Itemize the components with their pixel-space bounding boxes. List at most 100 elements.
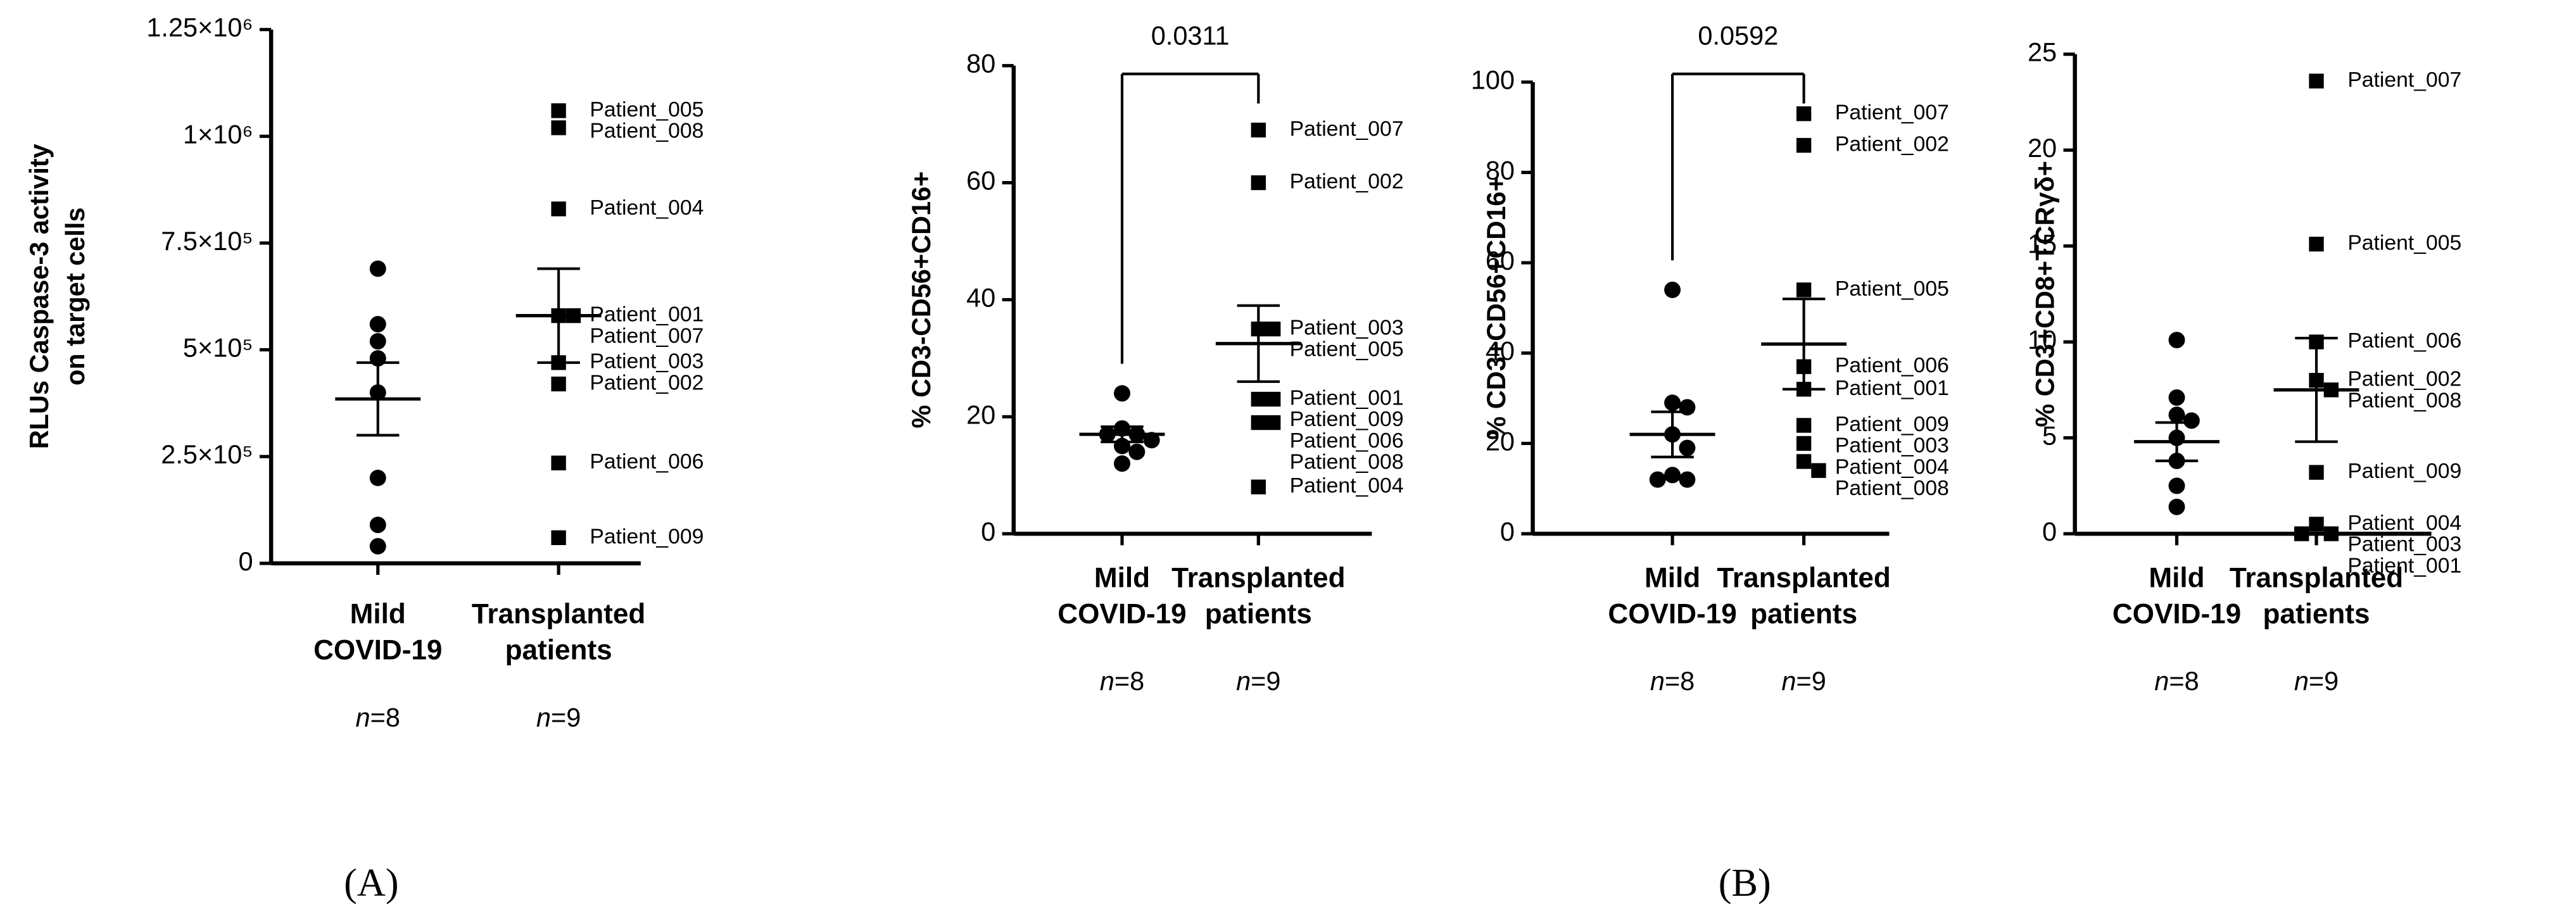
- point-label: Patient_001: [1290, 386, 1404, 410]
- x-tick-label: Transplanted: [2230, 562, 2403, 593]
- point-label: Patient_007: [1835, 101, 1949, 125]
- n-label: n=9: [2294, 666, 2339, 696]
- point-label: Patient_004: [2347, 511, 2461, 535]
- point-label: Patient_008: [1835, 476, 1949, 500]
- point-label: Patient_004: [1290, 474, 1404, 498]
- data-point: [2168, 332, 2185, 349]
- data-point: [2309, 517, 2324, 532]
- point-label: Patient_009: [590, 524, 704, 548]
- y-tick-label: 20: [966, 399, 995, 429]
- y-tick-label: 20: [2028, 133, 2057, 163]
- point-label: Patient_008: [590, 118, 704, 142]
- x-tick-label: patients: [505, 635, 612, 666]
- data-point: [369, 333, 386, 350]
- x-tick-label: Mild: [2149, 562, 2204, 593]
- point-label: Patient_005: [1835, 277, 1949, 301]
- point-label: Patient_006: [2347, 329, 2461, 353]
- point-label: Patient_007: [2347, 68, 2461, 92]
- y-tick-label: 0: [1500, 517, 1515, 546]
- data-point: [1265, 391, 1281, 407]
- x-tick-label: patients: [1205, 599, 1312, 630]
- data-point: [369, 517, 386, 534]
- y-tick-label: 40: [1486, 336, 1515, 366]
- point-label: Patient_002: [1290, 170, 1404, 194]
- n-label: n=8: [356, 702, 400, 732]
- data-point: [1649, 471, 1666, 488]
- y-tick-label: 0: [981, 517, 995, 546]
- data-point: [2183, 412, 2200, 429]
- data-point: [2168, 498, 2185, 515]
- data-point: [1796, 418, 1812, 433]
- y-tick-label: 5: [2042, 421, 2057, 451]
- data-point: [2323, 526, 2339, 541]
- x-tick-label: Transplanted: [1171, 562, 1345, 593]
- data-point: [1251, 415, 1266, 430]
- point-label: Patient_009: [2347, 459, 2461, 483]
- x-tick-label: patients: [2263, 599, 2370, 630]
- data-point: [369, 316, 386, 333]
- y-tick-label: 20: [1486, 426, 1515, 456]
- data-point: [2168, 406, 2185, 424]
- y-axis-label: % CD3+CD8+TCRγδ+: [2030, 161, 2060, 427]
- x-tick-label: Transplanted: [1717, 562, 1890, 593]
- point-label: Patient_005: [590, 97, 704, 122]
- y-axis-label: % CD3+CD56+CD16+: [1481, 176, 1511, 439]
- data-point: [1251, 479, 1266, 494]
- data-point: [1251, 391, 1266, 407]
- point-label: Patient_009: [1835, 412, 1949, 436]
- x-tick-label: Mild: [350, 599, 406, 630]
- data-point: [1251, 175, 1266, 191]
- point-label: Patient_006: [1835, 353, 1949, 377]
- data-point: [2309, 465, 2324, 480]
- point-label: Patient_003: [1290, 316, 1404, 340]
- data-point: [1664, 281, 1681, 298]
- y-tick-label: 25: [2028, 37, 2057, 67]
- data-point: [1679, 471, 1696, 488]
- point-label: Patient_004: [1835, 455, 1949, 479]
- point-label: Patient_007: [1290, 116, 1404, 141]
- y-tick-label: 1×10⁶: [183, 119, 253, 149]
- y-axis-label: RLUs Caspase-3 activity: [24, 144, 54, 449]
- point-label: Patient_008: [2347, 388, 2461, 412]
- significance-label: 0.0592: [1698, 21, 1778, 51]
- n-label: n=9: [536, 702, 581, 732]
- x-tick-label: Mild: [1094, 562, 1150, 593]
- point-label: Patient_002: [2347, 367, 2461, 391]
- point-label: Patient_001: [590, 303, 704, 327]
- y-tick-label: 0: [238, 546, 253, 576]
- data-point: [551, 455, 566, 471]
- data-point: [1679, 439, 1696, 456]
- point-label: Patient_002: [1835, 132, 1949, 156]
- data-point: [1251, 122, 1266, 138]
- data-point: [1128, 443, 1146, 460]
- point-label: Patient_001: [1835, 376, 1949, 400]
- y-tick-label: 5×10⁵: [183, 333, 253, 363]
- significance-label: 0.0311: [1151, 21, 1230, 51]
- data-point: [369, 469, 386, 486]
- y-tick-label: 80: [966, 49, 995, 78]
- n-label: n=9: [1781, 666, 1826, 696]
- x-tick-label: COVID-19: [1608, 599, 1736, 630]
- x-tick-label: Mild: [1645, 562, 1700, 593]
- data-point: [551, 376, 566, 392]
- y-tick-label: 100: [1471, 65, 1515, 95]
- x-tick-label: COVID-19: [1058, 599, 1186, 630]
- y-tick-label: 7.5×10⁵: [161, 226, 253, 256]
- x-tick-label: COVID-19: [313, 635, 442, 666]
- data-point: [2309, 73, 2324, 89]
- data-point: [1143, 432, 1160, 449]
- panel-label: (B): [1719, 862, 1771, 905]
- data-point: [1796, 137, 1812, 153]
- n-label: n=8: [1650, 666, 1695, 696]
- data-point: [369, 537, 386, 555]
- y-tick-label: 10: [2028, 325, 2057, 355]
- data-point: [1796, 454, 1812, 469]
- panel-label: (A): [344, 862, 398, 905]
- point-label: Patient_001: [2347, 553, 2461, 577]
- y-axis-label: on target cells: [60, 208, 90, 386]
- point-label: Patient_006: [1290, 429, 1404, 453]
- n-label: n=9: [1236, 666, 1280, 696]
- y-tick-label: 15: [2028, 229, 2057, 259]
- y-tick-label: 60: [966, 166, 995, 196]
